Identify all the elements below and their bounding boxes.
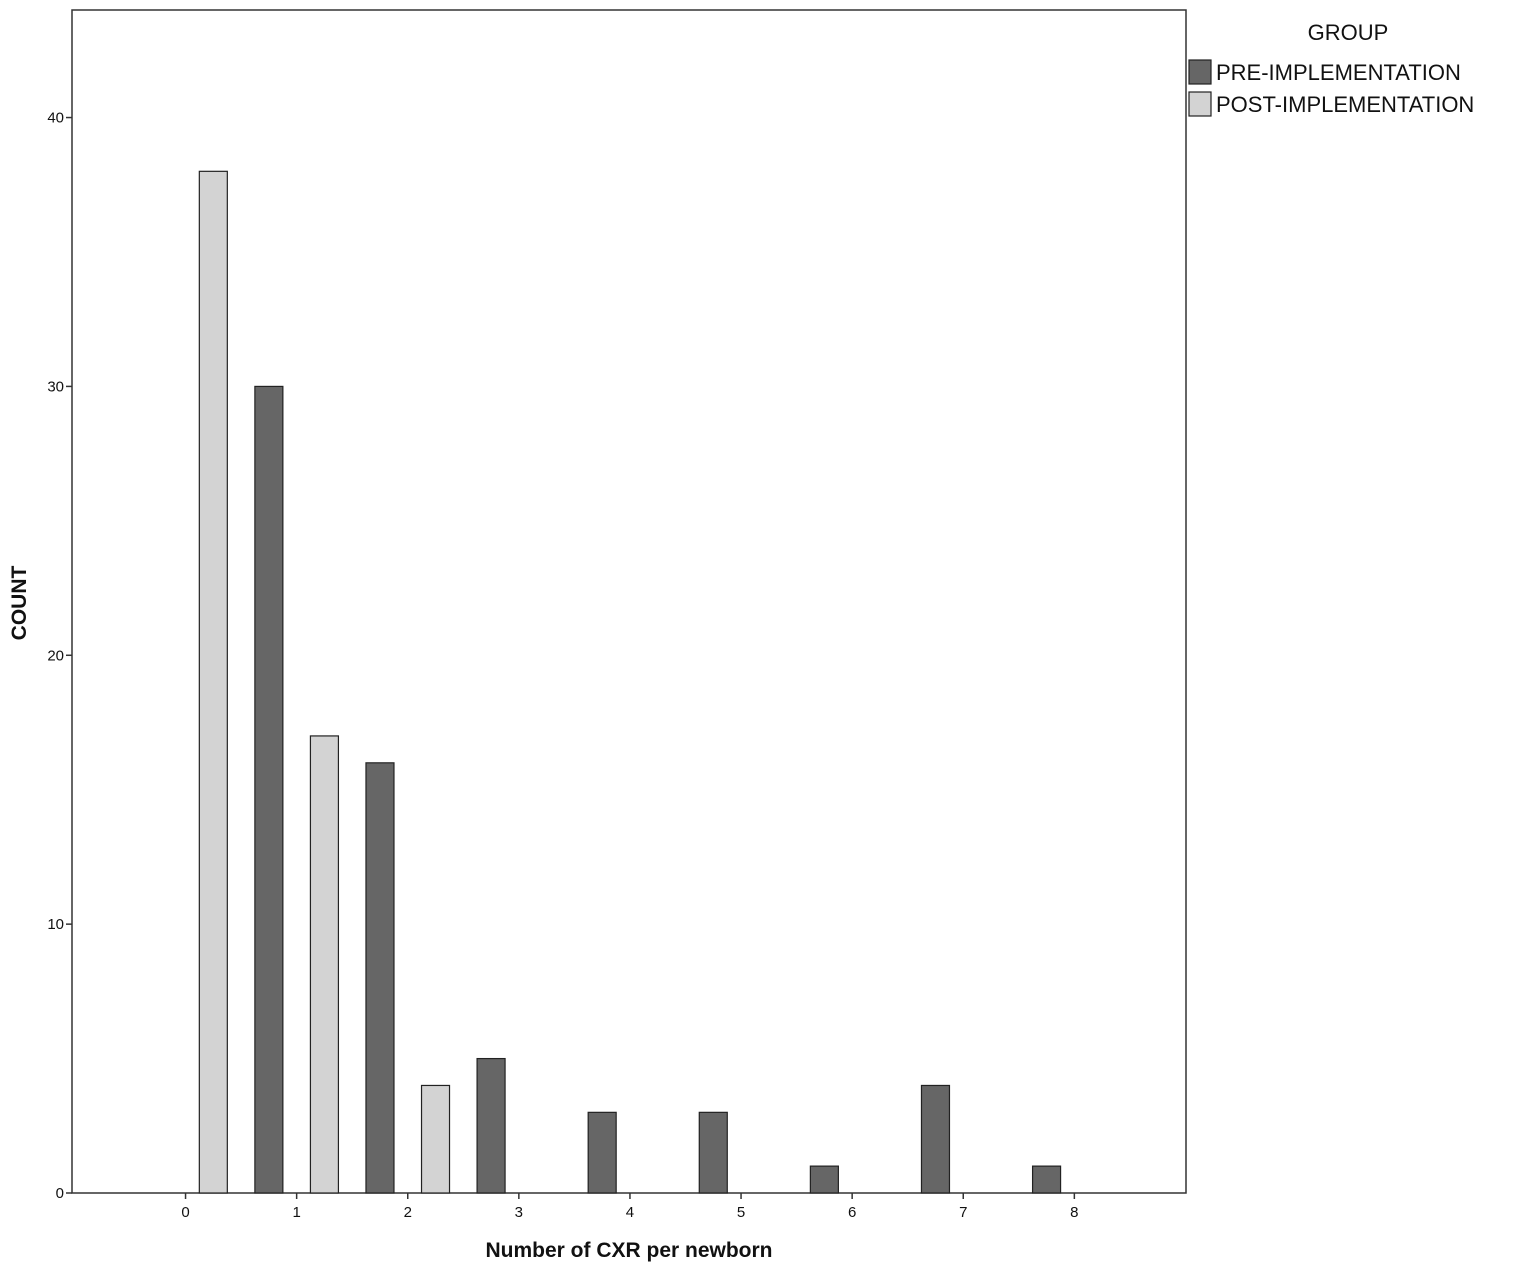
- y-tick-label: 0: [56, 1185, 64, 1202]
- bar-pre-1: [254, 385, 284, 1194]
- legend-label-pre: PRE-IMPLEMENTATION: [1216, 60, 1461, 85]
- legend-label-post: POST-IMPLEMENTATION: [1216, 92, 1474, 117]
- x-tick-label: 1: [292, 1204, 300, 1221]
- y-tick-label: 30: [47, 378, 64, 395]
- bar-pre-6: [809, 1165, 839, 1194]
- y-axis: 0 10 20 30 40: [47, 110, 72, 1202]
- x-tick-label: 4: [626, 1204, 634, 1221]
- y-axis-title: COUNT: [8, 566, 31, 641]
- plot-area-frame: [71, 9, 1187, 1194]
- x-tick-label: 3: [515, 1204, 523, 1221]
- legend-swatch-post: [1188, 91, 1212, 117]
- legend-title: GROUP: [1308, 20, 1389, 45]
- x-axis: 0 1 2 3 4 5 6 7 8: [181, 1193, 1079, 1221]
- bar-pre-8: [1031, 1165, 1062, 1194]
- y-tick-label: 40: [47, 110, 64, 127]
- x-tick-label: 7: [959, 1204, 967, 1221]
- x-tick-label: 5: [737, 1204, 745, 1221]
- y-tick-label: 10: [47, 916, 64, 933]
- legend-items: PRE-IMPLEMENTATION POST-IMPLEMENTATION: [1188, 59, 1474, 117]
- legend: GROUP PRE-IMPLEMENTATION POST-IMPLEMENTAT…: [1188, 20, 1474, 117]
- bar-post-2: [420, 1084, 451, 1194]
- x-axis-title: Number of CXR per newborn: [485, 1239, 772, 1262]
- y-tick-label: 20: [47, 647, 64, 664]
- x-tick-label: 8: [1070, 1204, 1078, 1221]
- bar-post-1: [309, 735, 340, 1194]
- bar-pre-5: [698, 1111, 728, 1194]
- legend-swatch-pre: [1188, 59, 1212, 85]
- x-tick-label: 6: [848, 1204, 856, 1221]
- bar-pre-2: [365, 762, 395, 1194]
- x-tick-label: 2: [404, 1204, 412, 1221]
- bar-pre-4: [587, 1111, 617, 1194]
- bar-post-0: [198, 170, 228, 1194]
- bars-group: [198, 170, 1062, 1194]
- bar-pre-3: [476, 1057, 506, 1194]
- x-tick-label: 0: [181, 1204, 189, 1221]
- bar-pre-7: [920, 1084, 951, 1194]
